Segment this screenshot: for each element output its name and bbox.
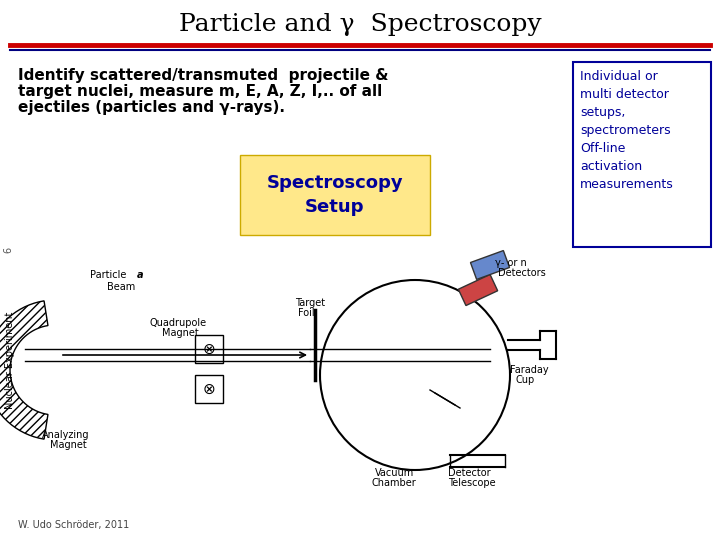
- Bar: [195, 375, 223, 403]
- Text: target nuclei, measure m, E, A, Z, I,.. of all: target nuclei, measure m, E, A, Z, I,.. …: [18, 84, 382, 99]
- Text: Nuclear Experiment: Nuclear Experiment: [5, 312, 15, 409]
- Text: Target: Target: [295, 298, 325, 308]
- Text: Vacuum: Vacuum: [375, 468, 414, 478]
- Bar: [573, 62, 711, 247]
- Text: Faraday: Faraday: [510, 365, 549, 375]
- Text: ⊗: ⊗: [202, 341, 215, 356]
- Text: Foil: Foil: [298, 308, 315, 318]
- Bar: [240, 155, 430, 235]
- Text: Spectroscopy
Setup: Spectroscopy Setup: [266, 174, 403, 216]
- Text: ⊗: ⊗: [202, 381, 215, 396]
- Text: Chamber: Chamber: [372, 478, 417, 488]
- FancyBboxPatch shape: [470, 251, 510, 279]
- FancyBboxPatch shape: [459, 274, 498, 306]
- Bar: [195, 335, 223, 363]
- Text: ejectiles (particles and γ-rays).: ejectiles (particles and γ-rays).: [18, 100, 285, 115]
- Text: Beam: Beam: [107, 282, 135, 292]
- Text: Particle: Particle: [90, 270, 130, 280]
- Text: Magnet: Magnet: [162, 328, 199, 338]
- Text: Particle and γ  Spectroscopy: Particle and γ Spectroscopy: [179, 14, 541, 37]
- Text: Telescope: Telescope: [448, 478, 495, 488]
- Text: a: a: [137, 270, 143, 280]
- Text: 6: 6: [3, 247, 13, 253]
- PathPatch shape: [0, 301, 48, 439]
- Text: Detectors: Detectors: [498, 268, 546, 278]
- Text: Analyzing: Analyzing: [42, 430, 89, 440]
- Text: W. Udo Schröder, 2011: W. Udo Schröder, 2011: [18, 520, 130, 530]
- Text: Detector: Detector: [448, 468, 490, 478]
- Text: Quadrupole: Quadrupole: [150, 318, 207, 328]
- Text: Individual or
multi detector
setups,
spectrometers
Off-line
activation
measureme: Individual or multi detector setups, spe…: [580, 70, 674, 191]
- Text: Identify scattered/transmuted  projectile &: Identify scattered/transmuted projectile…: [18, 68, 389, 83]
- Text: Magnet: Magnet: [50, 440, 86, 450]
- Text: Cup: Cup: [516, 375, 535, 385]
- Text: γ- or n: γ- or n: [495, 258, 527, 268]
